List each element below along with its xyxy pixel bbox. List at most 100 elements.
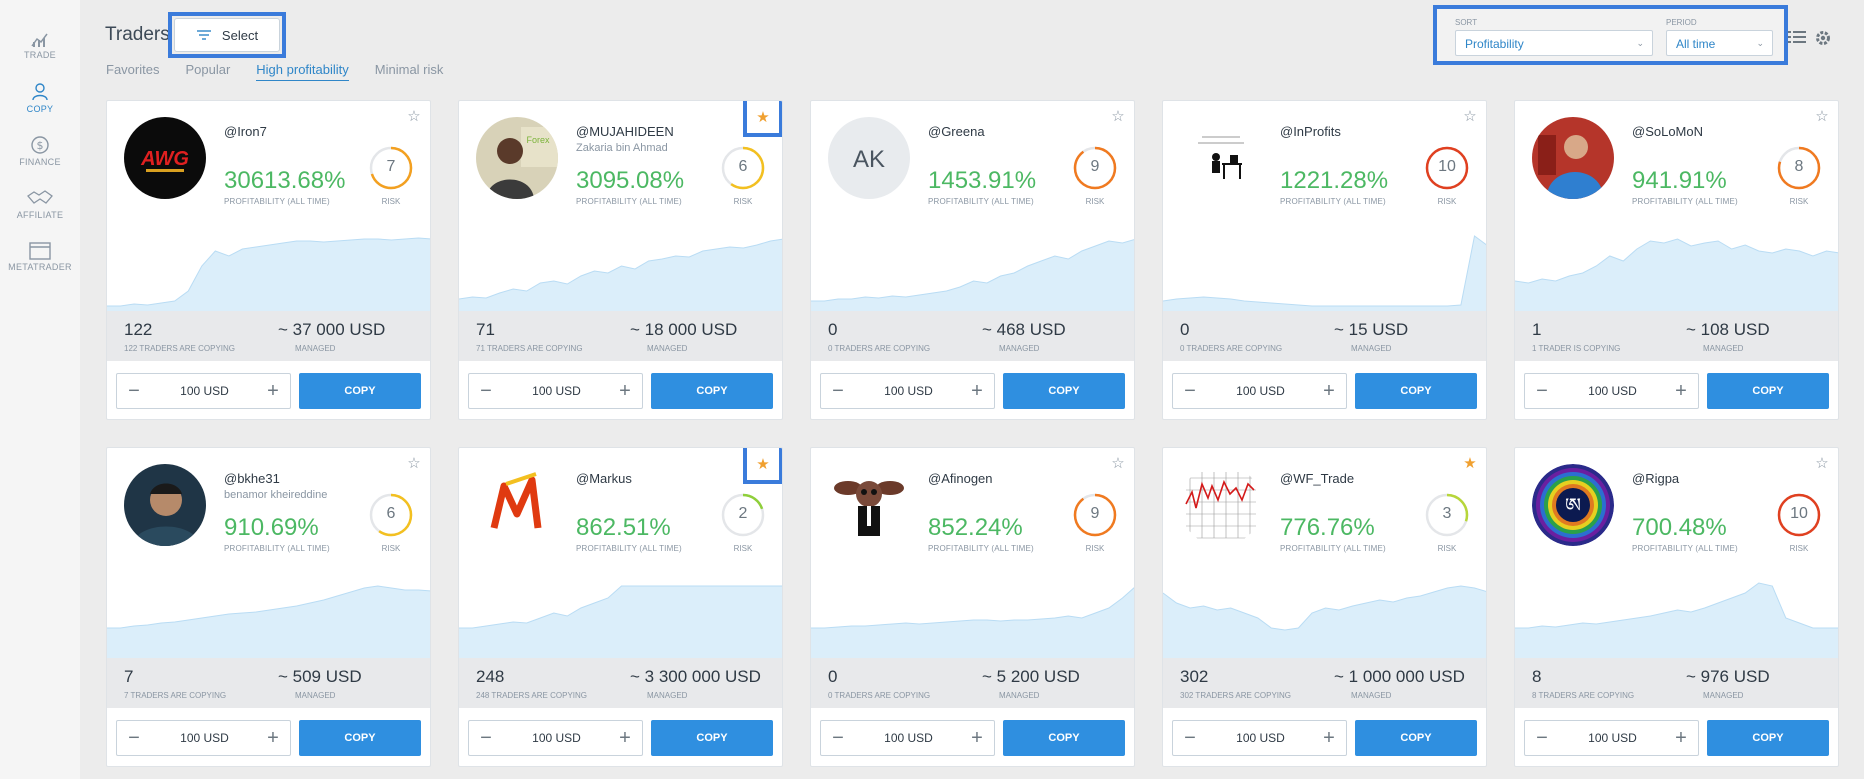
list-view-icon[interactable] — [1788, 30, 1806, 44]
sidebar-item-copy[interactable]: COPY — [0, 82, 80, 130]
decrease-button[interactable]: − — [832, 380, 844, 402]
managed-label: MANAGED — [295, 691, 336, 700]
increase-button[interactable]: + — [619, 727, 631, 749]
trader-card[interactable]: ☆ ཨ @Rigpa 700.48% PROFITABILITY (ALL TIME) 1… — [1514, 447, 1839, 767]
tab-popular[interactable]: Popular — [185, 62, 231, 77]
increase-button[interactable]: + — [267, 727, 279, 749]
trader-card[interactable]: ★ Forex @MUJAHIDEEN Zakaria bin Ahmad 3095.0… — [458, 100, 783, 420]
trader-card[interactable]: ☆ AK @Greena 1453.91% PROFITABILITY (ALL TIM… — [810, 100, 1135, 420]
avatar[interactable] — [124, 464, 206, 546]
decrease-button[interactable]: − — [1536, 727, 1548, 749]
period-select[interactable]: All time ⌄ — [1666, 30, 1773, 56]
decrease-button[interactable]: − — [128, 380, 140, 402]
copy-button[interactable]: COPY — [299, 373, 421, 409]
favorite-star-icon[interactable]: ★ — [743, 448, 782, 484]
copy-button[interactable]: COPY — [651, 373, 773, 409]
gear-icon[interactable] — [1814, 29, 1832, 47]
avatar[interactable]: ཨ — [1532, 464, 1614, 546]
favorite-star-icon[interactable]: ☆ — [1111, 455, 1125, 472]
avatar[interactable] — [1532, 117, 1614, 199]
avatar[interactable]: AWG — [124, 117, 206, 199]
sidebar-item-finance[interactable]: $ FINANCE — [0, 135, 80, 183]
copy-button[interactable]: COPY — [1003, 373, 1125, 409]
sidebar-item-affiliate[interactable]: AFFILIATE — [0, 188, 80, 236]
copy-button[interactable]: COPY — [651, 720, 773, 756]
avatar[interactable] — [1180, 464, 1262, 546]
favorite-star-icon[interactable]: ☆ — [407, 455, 421, 472]
increase-button[interactable]: + — [619, 380, 631, 402]
trader-username[interactable]: @bkhe31 — [224, 471, 280, 486]
decrease-button[interactable]: − — [480, 727, 492, 749]
favorite-star-icon[interactable]: ☆ — [407, 108, 421, 125]
avatar[interactable] — [1180, 117, 1262, 199]
profitability-value: 30613.68% — [224, 167, 346, 194]
amount-input[interactable]: 100 USD — [1236, 731, 1285, 745]
trader-card[interactable]: ☆ @SoLoMoN 941.91% PROFITABILITY (ALL TIME)… — [1514, 100, 1839, 420]
increase-button[interactable]: + — [1323, 380, 1335, 402]
trader-username[interactable]: @Markus — [576, 471, 632, 486]
decrease-button[interactable]: − — [1184, 380, 1196, 402]
trader-username[interactable]: @Afinogen — [928, 471, 993, 486]
tab-minimal-risk[interactable]: Minimal risk — [374, 62, 444, 77]
trader-username[interactable]: @SoLoMoN — [1632, 124, 1704, 139]
favorite-star-icon[interactable]: ☆ — [1111, 108, 1125, 125]
copy-button[interactable]: COPY — [1355, 720, 1477, 756]
favorite-star-icon[interactable]: ★ — [743, 101, 782, 137]
sidebar-item-metatrader[interactable]: METATRADER — [0, 242, 80, 290]
trader-username[interactable]: @Greena — [928, 124, 985, 139]
increase-button[interactable]: + — [1675, 380, 1687, 402]
amount-input[interactable]: 100 USD — [1236, 384, 1285, 398]
amount-input[interactable]: 100 USD — [532, 384, 581, 398]
increase-button[interactable]: + — [267, 380, 279, 402]
amount-input[interactable]: 100 USD — [884, 731, 933, 745]
copy-button[interactable]: COPY — [1707, 373, 1829, 409]
favorite-star-icon[interactable]: ★ — [1463, 455, 1477, 472]
tab-favorites[interactable]: Favorites — [106, 62, 160, 77]
svg-text:$: $ — [37, 139, 44, 152]
sidebar-item-trade[interactable]: TRADE — [0, 30, 80, 78]
risk-value: 8 — [1794, 158, 1804, 175]
copy-button[interactable]: COPY — [1003, 720, 1125, 756]
favorite-star-icon[interactable]: ☆ — [1463, 108, 1477, 125]
trader-card[interactable]: ☆ @bkhe31 benamor kheireddine 910.69% PROFIT… — [106, 447, 431, 767]
trader-card[interactable]: ☆ @InProfits 1221.28% PROFITABILITY (ALL TI… — [1162, 100, 1487, 420]
decrease-button[interactable]: − — [1536, 380, 1548, 402]
trader-username[interactable]: @Rigpa — [1632, 471, 1680, 486]
avatar[interactable] — [476, 464, 558, 546]
sort-select[interactable]: Profitability ⌄ — [1455, 30, 1653, 56]
increase-button[interactable]: + — [971, 727, 983, 749]
amount-input[interactable]: 100 USD — [180, 731, 229, 745]
avatar[interactable]: AK — [828, 117, 910, 199]
amount-input[interactable]: 100 USD — [1588, 384, 1637, 398]
trader-username[interactable]: @Iron7 — [224, 124, 267, 139]
trader-card[interactable]: ☆ @Afinogen 852.24% PROFITABILITY (ALL TIME… — [810, 447, 1135, 767]
decrease-button[interactable]: − — [128, 727, 140, 749]
amount-input[interactable]: 100 USD — [532, 731, 581, 745]
amount-input[interactable]: 100 USD — [884, 384, 933, 398]
profitability-value: 700.48% — [1632, 514, 1727, 541]
risk-label: RISK — [381, 544, 401, 553]
increase-button[interactable]: + — [971, 380, 983, 402]
amount-input[interactable]: 100 USD — [180, 384, 229, 398]
trader-username[interactable]: @InProfits — [1280, 124, 1341, 139]
trader-card[interactable]: ☆ AWG @Iron7 30613.68% PROFITABILITY (ALL TI… — [106, 100, 431, 420]
tab-high-profitability[interactable]: High profitability — [256, 62, 349, 81]
copy-button[interactable]: COPY — [1355, 373, 1477, 409]
favorite-star-icon[interactable]: ☆ — [1815, 455, 1829, 472]
avatar[interactable]: Forex — [476, 117, 558, 199]
increase-button[interactable]: + — [1675, 727, 1687, 749]
trader-card[interactable]: ★ @Markus 862.51% PROFITABILITY (ALL TIME) 2… — [458, 447, 783, 767]
copy-button[interactable]: COPY — [1707, 720, 1829, 756]
trader-username[interactable]: @WF_Trade — [1280, 471, 1355, 486]
amount-input[interactable]: 100 USD — [1588, 731, 1637, 745]
decrease-button[interactable]: − — [1184, 727, 1196, 749]
select-button[interactable]: Select — [174, 18, 280, 52]
decrease-button[interactable]: − — [832, 727, 844, 749]
avatar[interactable] — [828, 464, 910, 546]
trader-card[interactable]: ★ @WF_Trade 776.76% PROFITABILITY (ALL TIME… — [1162, 447, 1487, 767]
favorite-star-icon[interactable]: ☆ — [1815, 108, 1829, 125]
trader-username[interactable]: @MUJAHIDEEN — [576, 124, 674, 139]
copy-button[interactable]: COPY — [299, 720, 421, 756]
increase-button[interactable]: + — [1323, 727, 1335, 749]
decrease-button[interactable]: − — [480, 380, 492, 402]
